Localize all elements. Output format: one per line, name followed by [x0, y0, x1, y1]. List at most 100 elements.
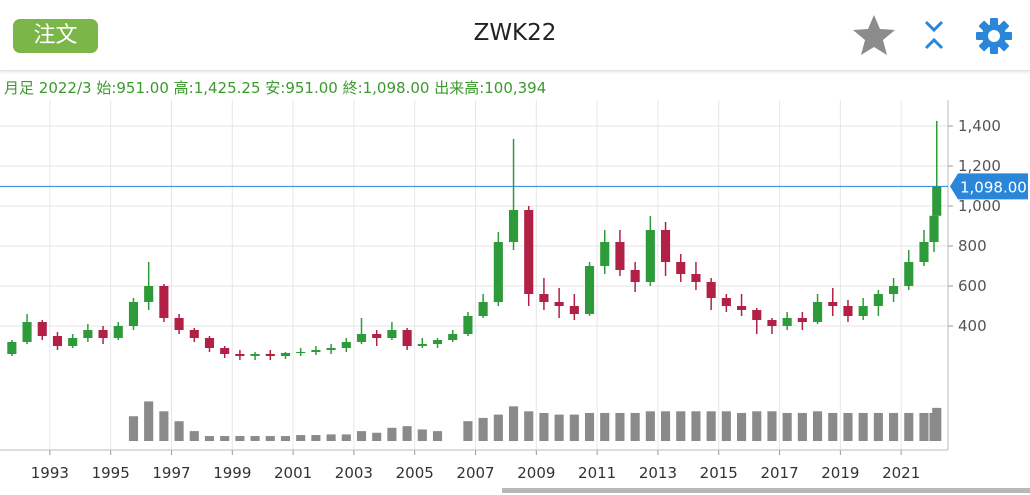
volume-bar: [311, 435, 321, 441]
x-tick-label: 1999: [213, 464, 251, 482]
candle-body: [68, 338, 78, 346]
candle-body: [448, 334, 458, 340]
candle-body: [478, 302, 488, 316]
volume-bar: [858, 412, 868, 441]
candle-body: [889, 286, 899, 294]
candle-body: [524, 210, 534, 294]
candle-body: [326, 348, 336, 350]
volume-bar: [144, 401, 154, 441]
volume-bar: [813, 411, 823, 441]
candle-body: [493, 242, 503, 302]
candle-body: [797, 318, 807, 322]
candle-body: [113, 326, 123, 338]
candle-body: [311, 350, 321, 352]
candle-body: [706, 282, 716, 298]
y-tick-label: 600: [958, 277, 987, 295]
x-tick-label: 2021: [882, 464, 920, 482]
last-price-tag: [950, 173, 1028, 200]
volume-bar: [296, 435, 306, 441]
period: 月足: [4, 79, 35, 97]
volume-bar: [752, 411, 762, 441]
volume-bar: [478, 417, 488, 441]
candle-body: [873, 294, 883, 306]
volume-bar: [539, 412, 549, 441]
volume-bar: [676, 411, 686, 441]
x-tick-label: 2005: [396, 464, 434, 482]
x-tick-label: 2013: [639, 464, 677, 482]
volume-bar: [326, 434, 336, 441]
volume-bar: [554, 414, 564, 441]
volume-bar: [736, 412, 747, 441]
volume-bar: [645, 411, 655, 441]
volume-bar: [493, 414, 503, 441]
volume-bar: [691, 411, 701, 441]
volume-bar: [128, 416, 139, 441]
candle-body: [174, 318, 184, 330]
candle-body: [721, 298, 731, 306]
candle-body: [736, 306, 747, 310]
candle-body: [250, 354, 260, 356]
volume-bar: [250, 436, 260, 441]
candle-body: [782, 318, 792, 326]
candle-body: [83, 330, 93, 338]
candle-body: [828, 302, 838, 306]
volume-bar: [417, 429, 427, 441]
volume-bar: [174, 421, 184, 441]
volume-bar: [615, 412, 625, 441]
collapse-icon[interactable]: [920, 18, 948, 52]
candle-body: [584, 266, 595, 314]
candle-body: [508, 210, 519, 242]
x-tick-label: 2017: [760, 464, 798, 482]
candle-body: [189, 330, 199, 338]
candle-body: [7, 342, 17, 354]
order-button[interactable]: 注文: [13, 19, 98, 53]
volume-bar: [402, 426, 412, 441]
settings-icon[interactable]: [974, 16, 1014, 56]
candle-body: [813, 302, 823, 322]
volume-bar: [508, 406, 519, 441]
y-tick-label: 800: [958, 237, 987, 255]
volume-bar: [919, 412, 929, 441]
volume-bar: [873, 412, 883, 441]
volume-bar: [204, 436, 215, 441]
candle-body: [37, 322, 47, 336]
candle-body: [52, 336, 63, 346]
header: 注文 ZWK22: [0, 0, 1030, 71]
volume-bar: [463, 421, 473, 441]
candle-body: [919, 242, 929, 262]
volume-bar: [904, 412, 914, 441]
candle-body: [843, 306, 853, 316]
candle-body: [691, 274, 701, 282]
volume-bar: [889, 412, 899, 441]
candle-body: [387, 330, 397, 338]
candle-body: [660, 230, 671, 262]
volume-bar: [220, 436, 230, 441]
volume-bar: [932, 407, 942, 441]
volume-bar: [569, 414, 579, 441]
volume-bar: [660, 411, 671, 441]
candle-body: [858, 306, 868, 316]
favorite-icon[interactable]: [850, 12, 898, 58]
volume-bar: [235, 436, 245, 441]
volume-bar: [280, 436, 291, 441]
candle-body: [630, 270, 640, 282]
x-tick-label: 2009: [517, 464, 555, 482]
candle-body: [22, 322, 32, 342]
x-tick-label: 2003: [335, 464, 373, 482]
scrollbar[interactable]: [502, 488, 1030, 493]
candle-body: [235, 354, 245, 356]
candle-body: [402, 330, 412, 346]
candle-body: [767, 320, 777, 326]
candle-body: [600, 242, 610, 266]
candle-body: [265, 354, 275, 356]
volume-bar: [432, 431, 443, 441]
volume-bar: [584, 412, 595, 441]
candle-body: [280, 353, 291, 356]
candle-body: [569, 306, 579, 314]
volume-bar: [159, 411, 169, 441]
volume-bar: [356, 431, 367, 441]
candle-body: [356, 334, 367, 342]
candle-body: [752, 310, 762, 320]
y-tick-label: 1,400: [958, 117, 1001, 135]
